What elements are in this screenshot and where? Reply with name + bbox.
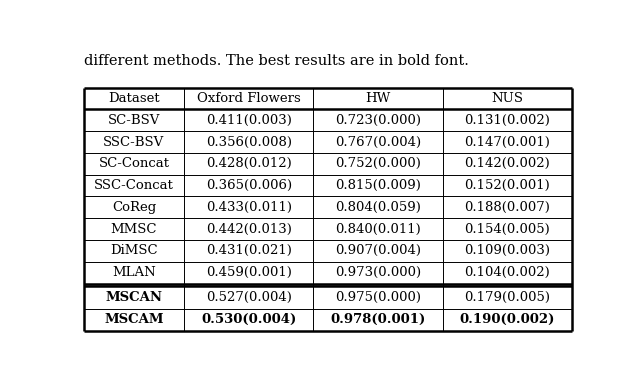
Text: 0.147(0.001): 0.147(0.001) <box>465 135 550 149</box>
Text: 0.527(0.004): 0.527(0.004) <box>205 291 292 304</box>
Text: 0.978(0.001): 0.978(0.001) <box>330 313 426 326</box>
Text: 0.104(0.002): 0.104(0.002) <box>465 266 550 279</box>
Text: 0.433(0.011): 0.433(0.011) <box>205 201 292 214</box>
Text: Oxford Flowers: Oxford Flowers <box>197 92 301 105</box>
Text: MMSC: MMSC <box>111 223 157 235</box>
Text: 0.365(0.006): 0.365(0.006) <box>205 179 292 192</box>
Text: SC-BSV: SC-BSV <box>108 114 160 127</box>
Text: 0.973(0.000): 0.973(0.000) <box>335 266 421 279</box>
Text: 0.804(0.059): 0.804(0.059) <box>335 201 421 214</box>
Text: 0.459(0.001): 0.459(0.001) <box>205 266 292 279</box>
Text: 0.767(0.004): 0.767(0.004) <box>335 135 421 149</box>
Text: HW: HW <box>365 92 390 105</box>
Text: 0.840(0.011): 0.840(0.011) <box>335 223 421 235</box>
Text: 0.131(0.002): 0.131(0.002) <box>465 114 550 127</box>
Text: 0.723(0.000): 0.723(0.000) <box>335 114 421 127</box>
Text: 0.152(0.001): 0.152(0.001) <box>465 179 550 192</box>
Text: SSC-Concat: SSC-Concat <box>94 179 174 192</box>
Text: 0.442(0.013): 0.442(0.013) <box>205 223 292 235</box>
Text: Dataset: Dataset <box>108 92 160 105</box>
Text: 0.530(0.004): 0.530(0.004) <box>201 313 296 326</box>
Text: MLAN: MLAN <box>112 266 156 279</box>
Text: SC-Concat: SC-Concat <box>99 157 170 170</box>
Text: 0.109(0.003): 0.109(0.003) <box>465 245 550 257</box>
Text: 0.752(0.000): 0.752(0.000) <box>335 157 421 170</box>
Text: 0.142(0.002): 0.142(0.002) <box>465 157 550 170</box>
Text: CoReg: CoReg <box>112 201 156 214</box>
Text: 0.190(0.002): 0.190(0.002) <box>460 313 555 326</box>
Text: 0.975(0.000): 0.975(0.000) <box>335 291 421 304</box>
Text: MSCAM: MSCAM <box>104 313 164 326</box>
Text: SSC-BSV: SSC-BSV <box>104 135 164 149</box>
Text: 0.907(0.004): 0.907(0.004) <box>335 245 421 257</box>
Text: 0.411(0.003): 0.411(0.003) <box>205 114 292 127</box>
Text: 0.431(0.021): 0.431(0.021) <box>205 245 292 257</box>
Text: 0.356(0.008): 0.356(0.008) <box>205 135 292 149</box>
Text: 0.815(0.009): 0.815(0.009) <box>335 179 421 192</box>
Text: 0.154(0.005): 0.154(0.005) <box>465 223 550 235</box>
Text: 0.428(0.012): 0.428(0.012) <box>206 157 292 170</box>
Text: DiMSC: DiMSC <box>110 245 158 257</box>
Text: 0.188(0.007): 0.188(0.007) <box>465 201 550 214</box>
Text: MSCAN: MSCAN <box>106 291 163 304</box>
Text: NUS: NUS <box>492 92 524 105</box>
Text: different methods. The best results are in bold font.: different methods. The best results are … <box>84 54 469 68</box>
Text: 0.179(0.005): 0.179(0.005) <box>465 291 550 304</box>
